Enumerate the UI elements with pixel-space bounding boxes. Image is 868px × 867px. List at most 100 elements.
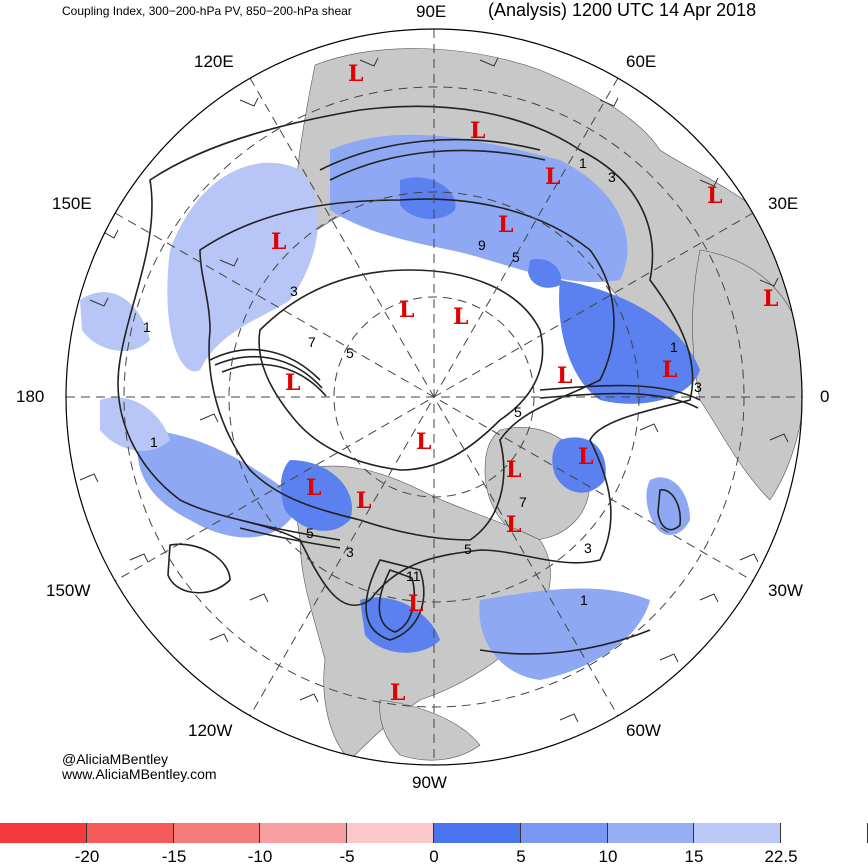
contour-label: 7 (308, 334, 316, 350)
colorbar-swatch (260, 823, 348, 843)
low-pressure-marker: L (390, 680, 405, 706)
low-pressure-marker: L (408, 591, 423, 617)
wind-barb (759, 277, 779, 287)
colorbar-tick: 0 (429, 847, 439, 866)
wind-barb (639, 423, 659, 433)
lon-label-120w: 120W (188, 721, 233, 740)
colorbar-tick: -10 (247, 847, 273, 866)
low-pressure-marker: L (470, 118, 485, 144)
colorbar-swatch (520, 823, 608, 843)
contour-line (209, 348, 321, 381)
contour-label: 1 (670, 339, 678, 355)
low-pressure-marker: L (763, 286, 778, 312)
wind-barb (559, 713, 579, 723)
contour-line (167, 543, 231, 594)
contour-label-group: 1 1 1 1 1 3 3 3 3 3 5 5 5 5 5 7 7 9 11 (143, 155, 702, 608)
lon-label-90w: 90W (412, 773, 447, 792)
wind-barb (599, 97, 619, 107)
contour-label: 1 (150, 434, 158, 450)
lon-label-150e: 150E (52, 194, 92, 213)
contour-label: 5 (514, 404, 522, 420)
low-centers: L L L L L L L L L L L L L L L L L L L L … (271, 61, 778, 706)
contour-label: 3 (346, 544, 354, 560)
central-america-land (379, 699, 481, 761)
contour-label: 7 (519, 494, 527, 510)
low-pressure-marker: L (506, 512, 521, 538)
wind-barb (699, 177, 719, 187)
wind-barb (479, 57, 499, 67)
low-pressure-marker: L (557, 363, 572, 389)
wind-barb (299, 693, 319, 703)
shade-area (479, 588, 650, 680)
low-pressure-marker: L (545, 164, 560, 190)
wind-barb (239, 97, 259, 107)
low-pressure-marker: L (399, 297, 414, 323)
meridian-line (114, 212, 754, 582)
shade-area (167, 162, 319, 372)
contour-line (539, 392, 699, 409)
colorbar-tick: -20 (74, 847, 100, 866)
contour-label: 1 (579, 155, 587, 171)
colorbar (0, 823, 868, 843)
credit-website: www.AliciaMBentley.com (62, 766, 217, 782)
contour-line (239, 527, 341, 549)
graticule (66, 29, 802, 765)
low-pressure-marker: L (707, 183, 722, 209)
contour-line (214, 355, 323, 389)
low-pressure-marker: L (662, 357, 677, 383)
contour-line (319, 138, 541, 171)
shade-area (400, 177, 456, 220)
colorbar-swatch (347, 823, 434, 843)
lon-label-60e: 60E (626, 52, 657, 71)
europe-land (692, 249, 802, 501)
contour-label: 1 (143, 319, 151, 335)
contour-line (239, 519, 341, 541)
contour-line (657, 489, 682, 531)
contour-label: 3 (584, 540, 592, 556)
wind-barb (79, 473, 99, 483)
contour-line (378, 569, 416, 633)
contour-line (221, 363, 327, 397)
low-pressure-marker: L (306, 475, 321, 501)
colorbar-swatch (173, 823, 261, 843)
wind-barb (249, 593, 269, 603)
shade-area (528, 259, 561, 288)
wind-barb (359, 57, 379, 67)
shade-area (552, 437, 606, 493)
colorbar-swatch (86, 823, 174, 843)
north-america-land (295, 465, 551, 761)
low-pressure-marker: L (506, 457, 521, 483)
coupling-index-shading (80, 134, 700, 680)
wind-barb (209, 633, 229, 643)
low-pressure-marker: L (271, 229, 286, 255)
wind-barb (219, 257, 239, 267)
contour-label: 11 (406, 568, 421, 584)
contour-label: 5 (464, 541, 472, 557)
lon-label-60w: 60W (626, 721, 661, 740)
colorbar-swatch (607, 823, 695, 843)
shade-area (559, 280, 700, 404)
wind-barb (129, 159, 149, 169)
credit-handle: @AliciaMBentley (62, 751, 169, 767)
lon-label-30e: 30E (768, 194, 799, 213)
lon-label-90e: 90E (416, 2, 447, 21)
lon-label-150w: 150W (46, 581, 91, 600)
contour-line (117, 105, 694, 607)
wind-barb (769, 433, 789, 443)
colorbar-swatch (0, 823, 87, 843)
wind-barb (699, 593, 719, 603)
wind-barb (739, 553, 759, 563)
shade-area (646, 477, 690, 535)
contour-line (199, 198, 615, 541)
lon-label-180: 180 (16, 387, 45, 406)
colorbar-tick: -15 (161, 847, 187, 866)
contour-label: 5 (512, 249, 520, 265)
lon-label-0: 0 (820, 387, 830, 406)
shade-area (137, 430, 300, 538)
contour-label: 3 (694, 379, 702, 395)
colorbar-tick: 22.5 (764, 847, 798, 866)
shade-area (330, 134, 628, 283)
map-title: (Analysis) 1200 UTC 14 Apr 2018 (488, 0, 757, 20)
colorbar-tick: 10 (598, 847, 618, 866)
